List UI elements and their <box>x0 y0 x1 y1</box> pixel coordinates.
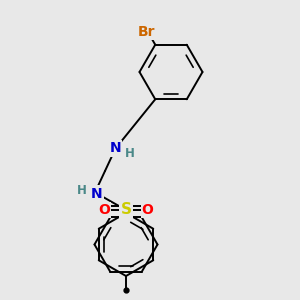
Text: O: O <box>142 203 154 217</box>
Text: H: H <box>77 184 87 197</box>
Text: S: S <box>121 202 131 217</box>
Text: N: N <box>110 142 121 155</box>
Text: O: O <box>98 203 110 217</box>
Text: N: N <box>91 187 103 200</box>
Text: H: H <box>125 147 135 161</box>
Text: Br: Br <box>138 25 155 39</box>
